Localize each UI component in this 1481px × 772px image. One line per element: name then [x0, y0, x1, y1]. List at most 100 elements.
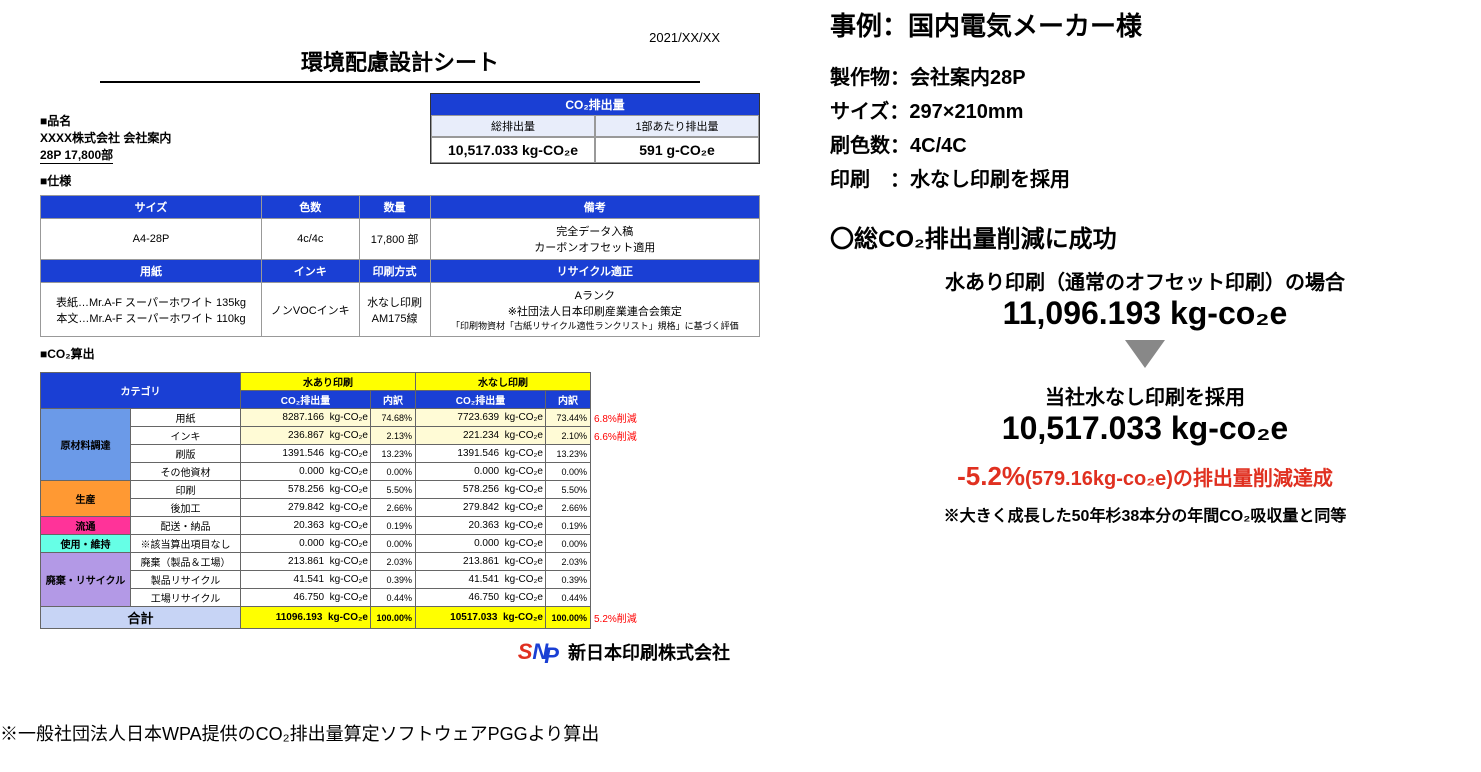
co2-total-label: 総排出量 [431, 115, 595, 137]
item-cell: 印刷 [131, 481, 241, 499]
reduction-note: 6.8%削減 [591, 409, 760, 427]
item-cell: 後加工 [131, 499, 241, 517]
co2-col-2: CO₂排出量 [416, 391, 546, 409]
category-cell: 使用・維持 [41, 535, 131, 553]
reduction-note [591, 463, 760, 481]
water-value: 11,096.193 kg-co₂e [830, 295, 1460, 332]
item-cell: 刷版 [131, 445, 241, 463]
spec-header-: 数量 [359, 196, 430, 219]
case-title: 事例：国内電気メーカー様 [830, 6, 1460, 43]
water-value-cell: 20.363 kg-CO₂e [241, 517, 371, 535]
spec-cell-: 水なし印刷AM175線 [359, 283, 430, 337]
waterless-pct-cell: 0.44% [546, 589, 591, 607]
item-cell: 配送・納品 [131, 517, 241, 535]
spec-header-: インキ [261, 260, 359, 283]
waterless-pct-cell: 0.19% [546, 517, 591, 535]
waterless-value-cell: 7723.639 kg-CO₂e [416, 409, 546, 427]
waterless-pct-cell: 2.66% [546, 499, 591, 517]
waterless-pct-cell: 13.23% [546, 445, 591, 463]
total-waterless: 10517.033 kg-CO₂e [416, 607, 546, 629]
item-cell: インキ [131, 427, 241, 445]
water-pct-cell: 0.19% [371, 517, 416, 535]
spec-cell-: 表紙…Mr.A-F スーパーホワイト 135kg本文…Mr.A-F スーパーホワ… [41, 283, 262, 337]
waterless-value-cell: 221.234 kg-CO₂e [416, 427, 546, 445]
reduction-note [591, 571, 760, 589]
down-arrow-icon [830, 340, 1460, 371]
waterless-pct-cell: 2.03% [546, 553, 591, 571]
category-cell: 廃棄・リサイクル [41, 553, 131, 607]
spec-cell-: 17,800 部 [359, 219, 430, 260]
case-spec-3: 刷色数：4C/4C [830, 129, 1460, 163]
total-reduction-note: 5.2%削減 [591, 607, 760, 629]
case-spec-1: 製作物：会社案内28P [830, 61, 1460, 95]
company-name: 新日本印刷株式会社 [568, 643, 730, 663]
water-pct-cell: 74.68% [371, 409, 416, 427]
waterless-value-cell: 279.842 kg-CO₂e [416, 499, 546, 517]
reduction-note [591, 589, 760, 607]
water-value-cell: 1391.546 kg-CO₂e [241, 445, 371, 463]
category-cell: 生産 [41, 481, 131, 517]
waterless-value-cell: 46.750 kg-CO₂e [416, 589, 546, 607]
spec-cell-: A4-28P [41, 219, 262, 260]
waterless-value-cell: 41.541 kg-CO₂e [416, 571, 546, 589]
item-cell: 製品リサイクル [131, 571, 241, 589]
product-label: ■品名 [40, 112, 171, 129]
water-pct-cell: 13.23% [371, 445, 416, 463]
reduction-note: 6.6%削減 [591, 427, 760, 445]
spec-cell-: 完全データ入稿カーボンオフセット適用 [430, 219, 759, 260]
item-cell: ※該当算出項目なし [131, 535, 241, 553]
spec-header-: 備考 [430, 196, 759, 219]
product-spec: 28P 17,800部 [40, 146, 113, 164]
company-logo: SNP 新日本印刷株式会社 [40, 639, 760, 665]
design-sheet: 2021/XX/XX 環境配慮設計シート ■品名 XXXX株式会社 会社案内 2… [40, 30, 760, 665]
spec-cell-: 4c/4c [261, 219, 359, 260]
footer-note: ※一般社団法人日本WPA提供のCO₂排出量算定ソフトウェアPGGより算出 [0, 720, 599, 746]
waterless-value-cell: 0.000 kg-CO₂e [416, 535, 546, 553]
total-water: 11096.193 kg-CO₂e [241, 607, 371, 629]
reduction-note [591, 481, 760, 499]
reduction-detail: (579.16kg-co₂e)の排出量削減達成 [1025, 468, 1333, 490]
co2-perunit-value: 591 g-CO₂e [595, 137, 759, 163]
item-cell: 用紙 [131, 409, 241, 427]
product-name: XXXX株式会社 会社案内 [40, 129, 171, 146]
co2-summary-header: CO₂排出量 [431, 94, 759, 115]
reduction-note [591, 517, 760, 535]
waterless-pct-cell: 5.50% [546, 481, 591, 499]
item-cell: その他資材 [131, 463, 241, 481]
water-pct-cell: 0.39% [371, 571, 416, 589]
waterless-value-cell: 213.861 kg-CO₂e [416, 553, 546, 571]
sheet-title: 環境配慮設計シート [100, 45, 700, 83]
reduction-percent: -5.2% [957, 461, 1025, 491]
water-pct-cell: 2.13% [371, 427, 416, 445]
water-value-cell: 41.541 kg-CO₂e [241, 571, 371, 589]
waterless-value-cell: 0.000 kg-CO₂e [416, 463, 546, 481]
product-block: ■品名 XXXX株式会社 会社案内 28P 17,800部 [40, 104, 171, 164]
spec-header-: サイズ [41, 196, 262, 219]
water-value-cell: 8287.166 kg-CO₂e [241, 409, 371, 427]
water-value-cell: 213.861 kg-CO₂e [241, 553, 371, 571]
total-waterless-pct: 100.00% [546, 607, 591, 629]
water-pct-cell: 2.66% [371, 499, 416, 517]
spec-header-: リサイクル適正 [430, 260, 759, 283]
spec-cell-: ノンVOCインキ [261, 283, 359, 337]
spec-header-: 用紙 [41, 260, 262, 283]
spec-header-: 印刷方式 [359, 260, 430, 283]
reduction-note [591, 499, 760, 517]
waterless-label: 当社水なし印刷を採用 [830, 381, 1460, 410]
co2-col-1: CO₂排出量 [241, 391, 371, 409]
waterless-pct-cell: 0.00% [546, 535, 591, 553]
spec-header-: 色数 [261, 196, 359, 219]
calc-table: カテゴリ 水あり印刷 水なし印刷 CO₂排出量 内訳 CO₂排出量 内訳 原材料… [40, 372, 760, 629]
sheet-date: 2021/XX/XX [40, 30, 760, 45]
item-cell: 工場リサイクル [131, 589, 241, 607]
reduction-note [591, 553, 760, 571]
reduction-note [591, 535, 760, 553]
case-study-panel: 事例：国内電気メーカー様 製作物：会社案内28P サイズ：297×210mm 刷… [830, 0, 1460, 526]
spec-table: サイズ色数数量備考 A4-28P4c/4c17,800 部完全データ入稿カーボン… [40, 195, 760, 337]
water-pct-cell: 5.50% [371, 481, 416, 499]
waterless-value-cell: 578.256 kg-CO₂e [416, 481, 546, 499]
water-pct-cell: 0.44% [371, 589, 416, 607]
water-value-cell: 46.750 kg-CO₂e [241, 589, 371, 607]
water-value-cell: 236.867 kg-CO₂e [241, 427, 371, 445]
waterless-pct-cell: 73.44% [546, 409, 591, 427]
